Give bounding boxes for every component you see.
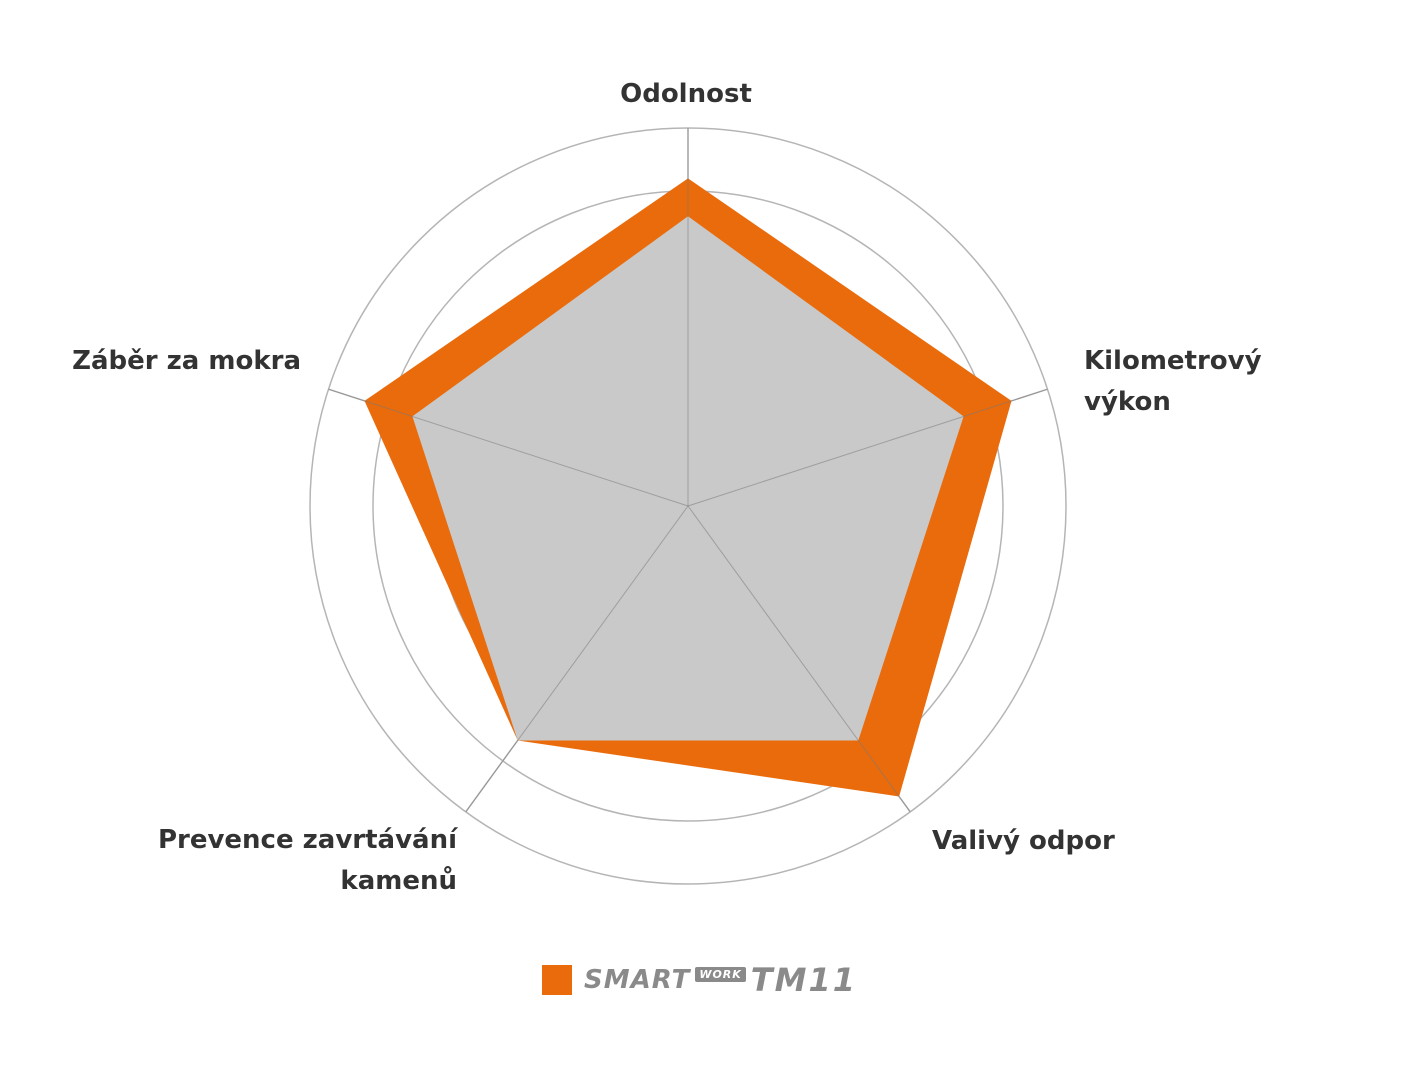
axis-label: Kilometrový výkon bbox=[1084, 346, 1262, 417]
product-logo: SMART WORK TM11 bbox=[584, 961, 857, 999]
overlay-spoke bbox=[465, 505, 689, 813]
axis-label-line: Prevence zavrtávání bbox=[158, 825, 459, 855]
axis-label-line: Kilometrový bbox=[1084, 346, 1262, 376]
overlay-spoke bbox=[328, 388, 689, 507]
axis-label-line: Záběr za mokra bbox=[72, 346, 301, 376]
legend: SMART WORK TM11 bbox=[542, 961, 857, 999]
axis-label: Prevence zavrtávání kamenů bbox=[158, 825, 459, 896]
overlay-spokes bbox=[328, 128, 1048, 813]
axis-label: Valivý odpor bbox=[932, 826, 1115, 856]
logo-smart-text: SMART bbox=[584, 965, 691, 995]
legend-swatch bbox=[542, 965, 572, 995]
axis-labels: Odolnost Kilometrový výkon Valivý odpor Prev… bbox=[72, 79, 1261, 896]
axis-label: Odolnost bbox=[620, 79, 752, 109]
axis-label-line: Odolnost bbox=[620, 79, 752, 109]
axis-label-line: kamenů bbox=[340, 865, 457, 896]
axis-label-line: výkon bbox=[1084, 387, 1171, 417]
axis-label: Záběr za mokra bbox=[72, 346, 301, 376]
axis-label-line: Valivý odpor bbox=[932, 826, 1115, 856]
overlay-spoke bbox=[687, 505, 911, 813]
logo-work-badge: WORK bbox=[695, 966, 746, 982]
logo-model-text: TM11 bbox=[750, 961, 857, 999]
overlay-spoke bbox=[687, 388, 1048, 507]
